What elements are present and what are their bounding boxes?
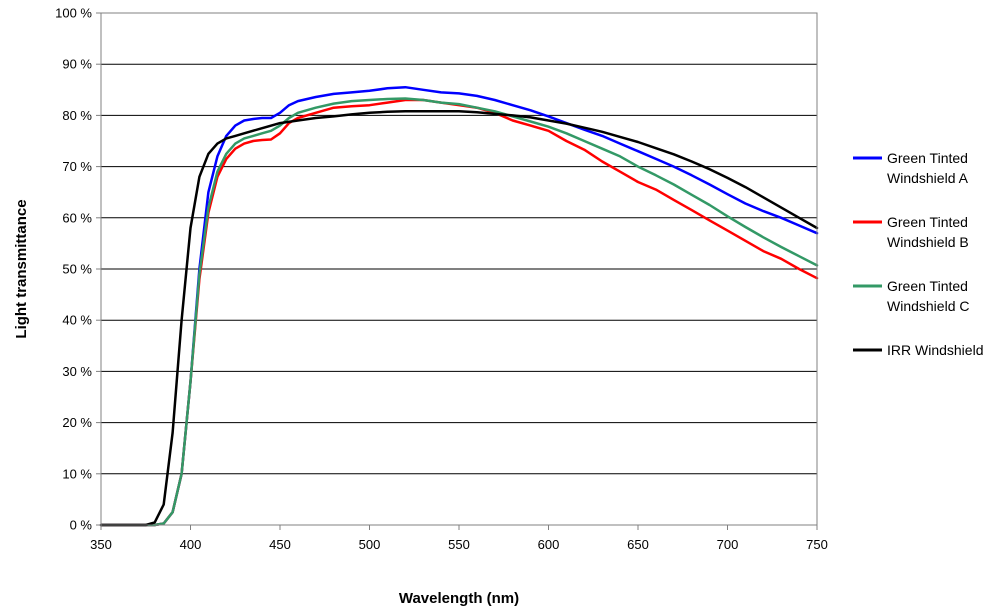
legend-label-1: Green Tinted Windshield A bbox=[887, 150, 969, 186]
y-tick-label: 0 % bbox=[70, 518, 93, 533]
y-tick-label: 80 % bbox=[62, 108, 92, 123]
y-tick-label: 60 % bbox=[62, 210, 92, 225]
x-tick-label: 400 bbox=[180, 537, 202, 552]
y-tick-label: 40 % bbox=[62, 313, 92, 328]
series-layer bbox=[99, 85, 819, 527]
series-line-3 bbox=[99, 97, 819, 527]
y-tick-label: 90 % bbox=[62, 57, 92, 72]
x-tick-label: 650 bbox=[627, 537, 649, 552]
series-line-1 bbox=[99, 85, 819, 527]
x-tick-label: 700 bbox=[717, 537, 739, 552]
y-tick-label: 30 % bbox=[62, 364, 92, 379]
legend-label-2: Green Tinted Windshield B bbox=[887, 214, 969, 250]
series-line-4 bbox=[99, 110, 819, 527]
legend-label-3: Green Tinted Windshield C bbox=[887, 278, 969, 314]
x-tick-label: 750 bbox=[806, 537, 828, 552]
y-tick-label: 50 % bbox=[62, 262, 92, 277]
legend: Green Tinted Windshield A Green Tinted Wind… bbox=[853, 150, 983, 358]
y-tick-label: 20 % bbox=[62, 415, 92, 430]
y-axis-title: Light transmittance bbox=[13, 199, 30, 338]
x-tick-label: 600 bbox=[538, 537, 560, 552]
y-axis-ticks: 0 % 10 % 20 % 30 % 40 % 50 % 60 % 70 % 80 % 90 % 1… bbox=[55, 6, 101, 533]
y-tick-label: 10 % bbox=[62, 466, 92, 481]
x-axis-title: Wavelength (nm) bbox=[399, 590, 519, 607]
x-tick-label: 500 bbox=[359, 537, 381, 552]
x-tick-label: 550 bbox=[448, 537, 470, 552]
y-tick-label: 70 % bbox=[62, 159, 92, 174]
legend-label-4: IRR Windshield bbox=[887, 342, 983, 358]
x-axis-ticks: 350 400 450 500 550 600 650 700 750 bbox=[90, 525, 828, 552]
y-tick-label: 100 % bbox=[55, 6, 92, 21]
x-tick-label: 350 bbox=[90, 537, 112, 552]
x-tick-label: 450 bbox=[269, 537, 291, 552]
grid-lines bbox=[101, 63, 817, 475]
